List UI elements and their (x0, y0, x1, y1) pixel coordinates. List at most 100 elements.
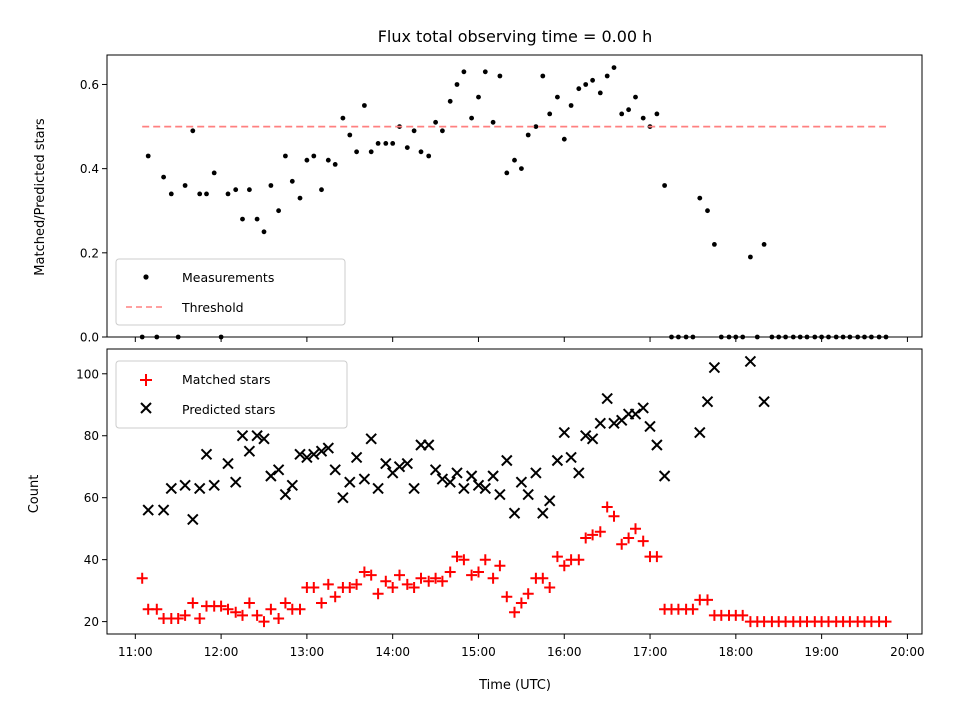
measurement-point (611, 65, 617, 70)
legend-matched-stars-marker (140, 374, 152, 386)
matched-stars-point (473, 566, 484, 578)
predicted-stars-point (465, 470, 478, 482)
matched-stars-point (522, 588, 534, 600)
predicted-stars-point (393, 460, 406, 473)
measurement-point (461, 69, 467, 75)
predicted-stars-point (243, 445, 256, 457)
predicted-stars-point (543, 495, 556, 507)
matched-stars-point (316, 597, 327, 609)
measurement-point (225, 191, 231, 197)
x-axis-label: Time (UTC) (478, 678, 551, 693)
measurement-point (533, 124, 539, 129)
measurement-point (469, 115, 474, 121)
matched-stars-point (365, 569, 377, 581)
matched-stars-point (630, 523, 641, 535)
predicted-stars-point (608, 417, 620, 430)
matched-stars-point (358, 566, 370, 578)
matched-stars-point (537, 572, 549, 584)
matched-stars-point (179, 609, 191, 621)
count-y-tick-label: 80 (84, 429, 99, 443)
predicted-stars-point (651, 439, 663, 451)
predicted-stars-point (142, 504, 154, 516)
predicted-stars-point (586, 433, 599, 445)
measurement-point (418, 149, 424, 155)
measurement-point (404, 145, 410, 151)
measurement-point (354, 149, 359, 155)
measurement-point (697, 195, 703, 201)
matched-stars-point (573, 554, 585, 566)
measurement-point (568, 103, 574, 108)
matched-stars-point (423, 575, 435, 587)
measurement-point (283, 153, 288, 159)
predicted-stars-point (279, 488, 292, 501)
predicted-stars-point (157, 504, 170, 516)
measurement-point (576, 86, 582, 92)
predicted-stars-point (200, 448, 213, 461)
ratio-y-tick-label: 0.0 (80, 331, 99, 345)
predicted-stars-point (408, 482, 420, 495)
predicted-stars-point (530, 467, 542, 479)
measurement-point (490, 119, 496, 125)
count-x-tick-label: 19:00 (804, 645, 839, 659)
ratio-y-tick-label: 0.4 (80, 162, 99, 176)
predicted-stars-point (208, 479, 220, 492)
count-series-2 (142, 355, 770, 526)
legend-predicted-stars-marker (140, 402, 152, 414)
matched-stars-point (265, 603, 277, 615)
measurement-point (347, 132, 353, 138)
measurement-point (619, 111, 625, 117)
count-series-1 (136, 501, 892, 628)
measurement-point (540, 73, 546, 79)
matched-stars-point (580, 532, 592, 544)
legend-measurements-label: Measurements (182, 270, 274, 285)
matched-stars-point (623, 532, 635, 544)
predicted-stars-point (573, 467, 585, 479)
matched-stars-point (451, 551, 463, 563)
matched-stars-point (608, 510, 620, 522)
matched-stars-point (344, 582, 356, 593)
matched-stars-point (151, 603, 163, 615)
measurement-point (311, 153, 317, 159)
measurement-point (525, 132, 531, 138)
measurement-point (476, 94, 481, 100)
matched-stars-point (172, 613, 184, 624)
predicted-stars-point (701, 395, 714, 408)
ratio-y-tick-label: 0.2 (80, 246, 99, 260)
matched-stars-point (408, 582, 420, 593)
measurement-point (662, 183, 667, 188)
measurement-point (519, 166, 524, 172)
measurement-point (761, 242, 767, 247)
matched-stars-point (322, 578, 334, 590)
measurement-point (204, 191, 209, 197)
predicted-stars-point (551, 454, 564, 467)
predicted-stars-point (308, 448, 320, 461)
measurement-point (297, 195, 303, 201)
measurement-point (340, 115, 346, 121)
measurement-point (583, 82, 589, 87)
measurement-point (654, 111, 660, 117)
measurement-point (276, 208, 281, 214)
matched-stars-point (587, 529, 599, 541)
count-plot-area: 20 40 60 80 100 11:00 12:00 13:00 14:00 15:00 16:0… (76, 348, 925, 659)
predicted-stars-point (694, 426, 706, 439)
matched-stars-point (436, 575, 448, 587)
matched-stars-point (394, 569, 405, 581)
count-y-tick-label: 20 (84, 615, 99, 629)
predicted-stars-point (365, 433, 377, 445)
chart-title: Flux total observing time = 0.00 h (378, 27, 653, 46)
predicted-stars-point (315, 445, 328, 457)
measurement-point (168, 191, 174, 197)
measurement-point (247, 187, 252, 193)
measurement-point (547, 111, 553, 117)
matched-stars-point (187, 597, 199, 609)
matched-stars-point (594, 526, 606, 538)
matched-stars-point (237, 609, 248, 621)
matched-stars-point (687, 603, 699, 615)
measurement-point (748, 254, 753, 260)
ratio-legend: Measurements Threshold (115, 258, 346, 326)
predicted-stars-point (522, 488, 534, 501)
predicted-stars-point (487, 470, 499, 482)
predicted-stars-point (479, 482, 492, 495)
predicted-stars-point (558, 426, 571, 439)
